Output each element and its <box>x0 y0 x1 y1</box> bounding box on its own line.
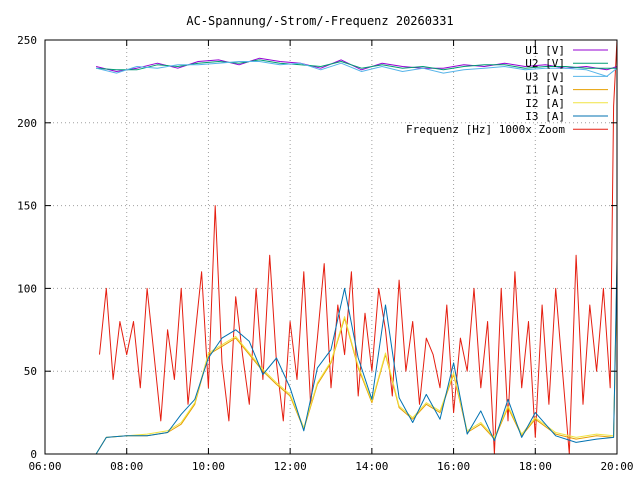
y-tick-label: 100 <box>17 282 37 295</box>
series-line-u1-v <box>95 57 618 72</box>
y-tick-label: 50 <box>24 365 37 378</box>
axes: 0 50 100 150 200 250 06:00 08:00 10:00 12:00 14:00… <box>17 34 633 473</box>
legend-label: I1 [A] <box>525 84 565 97</box>
x-tick-label: 18:00 <box>519 460 552 473</box>
x-tick-label: 06:00 <box>28 460 61 473</box>
x-tick-label: 12:00 <box>274 460 307 473</box>
series-line-i3-a <box>95 258 618 455</box>
y-tick-label: 0 <box>30 448 37 461</box>
x-tick-label: 20:00 <box>600 460 633 473</box>
series-line-u2-v <box>96 59 617 71</box>
legend-label: Frequenz [Hz] 1000x Zoom <box>406 123 565 136</box>
series-line-i2-a <box>95 268 618 455</box>
x-tick-label: 14:00 <box>355 460 388 473</box>
legend-label: I2 [A] <box>525 97 565 110</box>
series-layer <box>95 39 618 455</box>
x-tick-label: 08:00 <box>110 460 143 473</box>
series-line-i1-a <box>95 271 618 455</box>
chart-title: AC-Spannung/-Strom/-Frequenz 20260331 <box>186 14 453 28</box>
legend-label: U2 [V] <box>525 57 565 70</box>
y-tick-label: 200 <box>17 117 37 130</box>
series-line-frequenz-hz-1000x-zoom <box>99 39 618 455</box>
legend-label: U3 [V] <box>525 70 565 83</box>
x-tick-label: 16:00 <box>437 460 470 473</box>
x-tick-label: 10:00 <box>192 460 225 473</box>
y-tick-label: 250 <box>17 34 37 47</box>
legend-label: U1 [V] <box>525 44 565 57</box>
legend: U1 [V]U2 [V]U3 [V]I1 [A]I2 [A]I3 [A]Freq… <box>406 44 608 136</box>
series-line-u3-v <box>95 61 618 77</box>
legend-label: I3 [A] <box>525 110 565 123</box>
y-tick-label: 150 <box>17 200 37 213</box>
plot-frame <box>44 39 618 455</box>
grid <box>45 40 617 454</box>
